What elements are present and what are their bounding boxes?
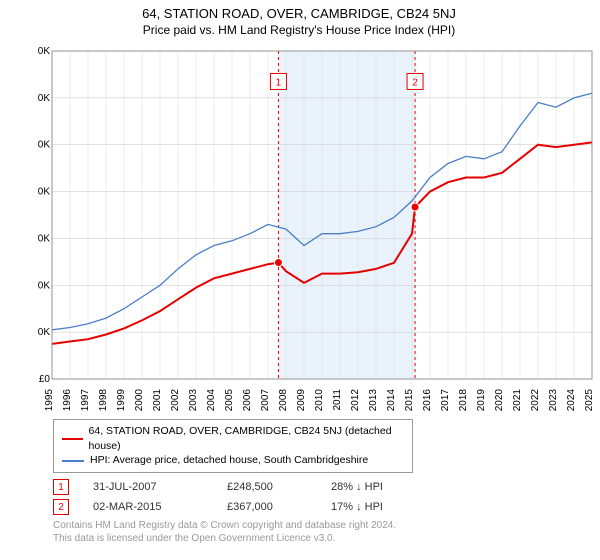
svg-text:£100K: £100K (38, 327, 50, 338)
svg-text:£300K: £300K (38, 233, 50, 244)
svg-text:£200K: £200K (38, 280, 50, 291)
svg-text:2003: 2003 (188, 389, 199, 412)
svg-text:2012: 2012 (350, 389, 361, 412)
sale-diff: 17% ↓ HPI (331, 501, 411, 513)
svg-text:1: 1 (276, 77, 282, 88)
chart-legend: 64, STATION ROAD, OVER, CAMBRIDGE, CB24 … (53, 419, 413, 473)
svg-text:2001: 2001 (152, 389, 163, 412)
footer-line2: This data is licensed under the Open Gov… (53, 532, 590, 545)
sale-annotations: 1 31-JUL-2007 £248,500 28% ↓ HPI 2 02-MAR-201… (53, 479, 590, 515)
svg-text:1995: 1995 (44, 389, 55, 412)
chart-title: 64, STATION ROAD, OVER, CAMBRIDGE, CB24 … (8, 6, 590, 21)
chart-container: 64, STATION ROAD, OVER, CAMBRIDGE, CB24 … (0, 0, 600, 560)
svg-text:2024: 2024 (566, 389, 577, 412)
svg-text:2002: 2002 (170, 389, 181, 412)
svg-text:2007: 2007 (260, 389, 271, 412)
svg-text:2025: 2025 (584, 389, 595, 412)
svg-text:2011: 2011 (332, 389, 343, 411)
svg-text:2005: 2005 (224, 389, 235, 412)
legend-label: 64, STATION ROAD, OVER, CAMBRIDGE, CB24 … (89, 424, 404, 453)
svg-text:2018: 2018 (458, 389, 469, 412)
sale-row: 2 02-MAR-2015 £367,000 17% ↓ HPI (53, 499, 590, 515)
sale-date: 31-JUL-2007 (93, 481, 203, 493)
svg-text:2: 2 (412, 77, 418, 88)
legend-item: 64, STATION ROAD, OVER, CAMBRIDGE, CB24 … (62, 424, 404, 453)
svg-text:2014: 2014 (386, 389, 397, 412)
svg-text:2010: 2010 (314, 389, 325, 412)
svg-text:£0: £0 (39, 374, 51, 385)
svg-text:1996: 1996 (62, 389, 73, 412)
svg-text:2021: 2021 (512, 389, 523, 412)
svg-text:2020: 2020 (494, 389, 505, 412)
legend-item: HPI: Average price, detached house, Sout… (62, 453, 404, 468)
chart-footer: Contains HM Land Registry data © Crown c… (53, 519, 590, 545)
sale-price: £367,000 (227, 501, 307, 513)
sale-price: £248,500 (227, 481, 307, 493)
svg-text:2022: 2022 (530, 389, 541, 412)
svg-text:2015: 2015 (404, 389, 415, 412)
svg-text:2006: 2006 (242, 389, 253, 412)
svg-text:2013: 2013 (368, 389, 379, 412)
svg-text:£600K: £600K (38, 93, 50, 104)
sale-diff: 28% ↓ HPI (331, 481, 411, 493)
chart-subtitle: Price paid vs. HM Land Registry's House … (8, 23, 590, 37)
svg-text:2004: 2004 (206, 389, 217, 412)
sale-date: 02-MAR-2015 (93, 501, 203, 513)
svg-text:2000: 2000 (134, 389, 145, 412)
footer-line1: Contains HM Land Registry data © Crown c… (53, 519, 590, 532)
sale-badge: 1 (53, 479, 69, 495)
svg-text:2009: 2009 (296, 389, 307, 412)
svg-text:2023: 2023 (548, 389, 559, 412)
legend-label: HPI: Average price, detached house, Sout… (90, 453, 368, 468)
legend-swatch (62, 460, 84, 462)
svg-text:2017: 2017 (440, 389, 451, 412)
sale-row: 1 31-JUL-2007 £248,500 28% ↓ HPI (53, 479, 590, 495)
svg-text:£400K: £400K (38, 187, 50, 198)
svg-text:£500K: £500K (38, 140, 50, 151)
svg-text:1999: 1999 (116, 389, 127, 412)
svg-text:2016: 2016 (422, 389, 433, 412)
sale-badge: 2 (53, 499, 69, 515)
svg-text:2008: 2008 (278, 389, 289, 412)
chart-svg: £0 £100K £200K £300K £400K £500K £600K £700K 199… (38, 45, 598, 415)
svg-text:1997: 1997 (80, 389, 91, 412)
legend-swatch (62, 438, 83, 440)
svg-text:1998: 1998 (98, 389, 109, 412)
chart-plot-area: £0 £100K £200K £300K £400K £500K £600K £700K 199… (38, 45, 598, 415)
svg-text:2019: 2019 (476, 389, 487, 412)
svg-text:£700K: £700K (38, 46, 50, 57)
